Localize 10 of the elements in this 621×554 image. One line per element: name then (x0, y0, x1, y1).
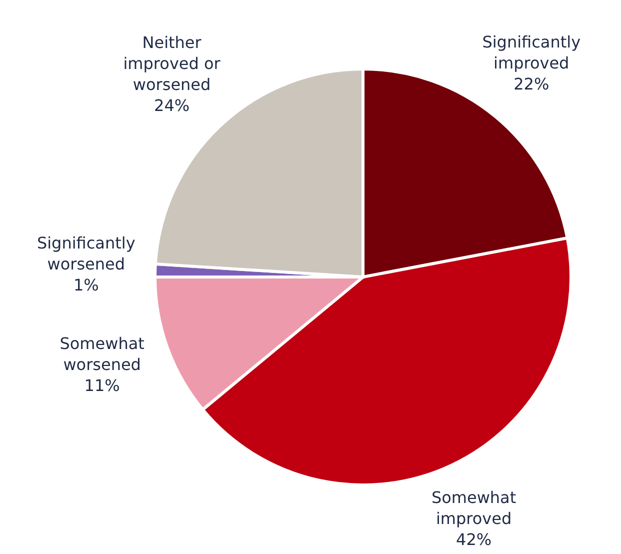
data-label: 11% (84, 376, 120, 395)
slice-label: Somewhat improved (431, 488, 516, 528)
slice-label: Significantly improved (482, 32, 581, 72)
data-label: 1% (73, 274, 99, 294)
slice-label: Somewhat worsened (60, 334, 144, 374)
slice-label: Significantly worsened (36, 232, 136, 273)
slice-label: Neither improved or worsened (123, 32, 221, 94)
data-label: 24% (154, 96, 190, 115)
data-label: 42% (456, 530, 492, 549)
data-label: 22% (514, 74, 550, 93)
